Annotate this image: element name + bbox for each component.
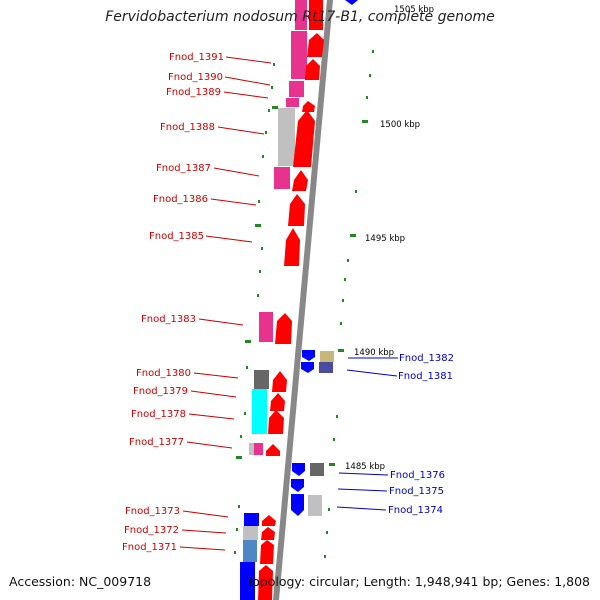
major-ticks xyxy=(236,106,368,466)
gene-label-fnod-1371[interactable]: Fnod_1371 xyxy=(122,542,177,553)
gene-arrow xyxy=(345,0,358,5)
cog-block xyxy=(244,513,259,526)
cog-block xyxy=(286,98,299,107)
topology-text: Topology: circular; Length: 1,948,941 bp… xyxy=(246,574,590,589)
gene-arrow xyxy=(275,313,292,344)
gene-label-fnod-1378[interactable]: Fnod_1378 xyxy=(131,409,186,420)
cog-block xyxy=(259,312,273,342)
right-leader-lines xyxy=(336,357,398,511)
gene-arrow xyxy=(291,494,304,516)
map-title: Fervidobacterium nodosum Rt17-B1, comple… xyxy=(105,9,495,25)
gene-arrow xyxy=(270,393,285,411)
gene-label-fnod-1375[interactable]: Fnod_1375 xyxy=(389,486,444,497)
gene-arrow xyxy=(291,479,304,492)
cog-blocks xyxy=(240,0,307,600)
gene-label-fnod-1377[interactable]: Fnod_1377 xyxy=(129,437,184,448)
cog-blocks-right xyxy=(308,351,334,516)
gene-label-fnod-1374[interactable]: Fnod_1374 xyxy=(388,505,443,516)
gene-arrow xyxy=(301,362,314,373)
gene-arrow xyxy=(307,33,324,57)
gene-label-fnod-1388[interactable]: Fnod_1388 xyxy=(160,122,215,133)
minor-ticks xyxy=(234,50,374,558)
gene-label-fnod-1391[interactable]: Fnod_1391 xyxy=(169,52,224,63)
gene-arrow xyxy=(293,110,315,167)
cog-block xyxy=(249,443,254,455)
gene-label-fnod-1381[interactable]: Fnod_1381 xyxy=(398,371,453,382)
gene-arrow xyxy=(258,565,273,600)
gene-arrow xyxy=(292,170,308,191)
cog-block xyxy=(243,526,258,540)
cog-block xyxy=(254,370,269,389)
cog-block xyxy=(254,443,263,455)
cog-block xyxy=(243,540,257,562)
gene-arrow xyxy=(266,444,280,456)
kbp-label-1500: 1500 kbp xyxy=(380,120,420,130)
gene-arrow xyxy=(302,350,315,361)
gene-arrow xyxy=(262,515,276,526)
genome-backbone xyxy=(273,0,333,600)
cog-block xyxy=(240,562,255,600)
gene-arrow xyxy=(260,540,274,564)
gene-arrow xyxy=(288,194,305,226)
accession-text: Accession: NC_009718 xyxy=(9,574,152,589)
gene-arrow xyxy=(302,101,315,112)
cog-block xyxy=(310,463,324,476)
gene-label-fnod-1389[interactable]: Fnod_1389 xyxy=(166,87,221,98)
gene-label-fnod-1373[interactable]: Fnod_1373 xyxy=(125,506,180,517)
cog-block xyxy=(320,351,334,362)
left-gene-labels: Fnod_1391 Fnod_1390 Fnod_1389 Fnod_1388 … xyxy=(122,52,224,553)
gene-label-fnod-1382[interactable]: Fnod_1382 xyxy=(399,353,454,364)
cog-block xyxy=(278,108,295,166)
forward-genes xyxy=(258,0,324,600)
cog-block xyxy=(274,167,290,189)
gene-label-fnod-1387[interactable]: Fnod_1387 xyxy=(156,163,211,174)
gene-arrow xyxy=(309,0,323,30)
gene-label-fnod-1386[interactable]: Fnod_1386 xyxy=(153,194,208,205)
left-leader-lines xyxy=(179,56,272,551)
gene-label-fnod-1383[interactable]: Fnod_1383 xyxy=(141,314,196,325)
gene-label-fnod-1372[interactable]: Fnod_1372 xyxy=(124,525,179,536)
kbp-label-1495: 1495 kbp xyxy=(365,234,405,244)
gene-arrow xyxy=(272,371,287,392)
cog-block xyxy=(295,0,307,30)
gene-label-fnod-1390[interactable]: Fnod_1390 xyxy=(168,72,223,83)
cog-block xyxy=(308,495,322,516)
gene-label-fnod-1385[interactable]: Fnod_1385 xyxy=(149,231,204,242)
gene-label-fnod-1376[interactable]: Fnod_1376 xyxy=(390,470,445,481)
right-gene-labels: Fnod_1382 Fnod_1381 Fnod_1376 Fnod_1375 … xyxy=(388,353,454,516)
reverse-genes xyxy=(291,0,358,516)
gene-arrow xyxy=(284,228,300,266)
cog-block xyxy=(289,81,304,97)
kbp-label-1485: 1485 kbp xyxy=(345,462,385,472)
gene-arrow xyxy=(268,410,284,434)
cog-block xyxy=(291,31,307,79)
gene-label-fnod-1380[interactable]: Fnod_1380 xyxy=(136,368,191,379)
gene-arrow xyxy=(261,527,275,540)
kbp-label-1505: 1505 kbp xyxy=(394,5,434,15)
gene-arrow xyxy=(305,59,320,80)
kbp-label-1490: 1490 kbp xyxy=(354,348,394,358)
cog-block xyxy=(252,389,267,434)
cog-block xyxy=(319,362,333,373)
gene-arrow xyxy=(292,463,305,476)
gene-label-fnod-1379[interactable]: Fnod_1379 xyxy=(133,386,188,397)
